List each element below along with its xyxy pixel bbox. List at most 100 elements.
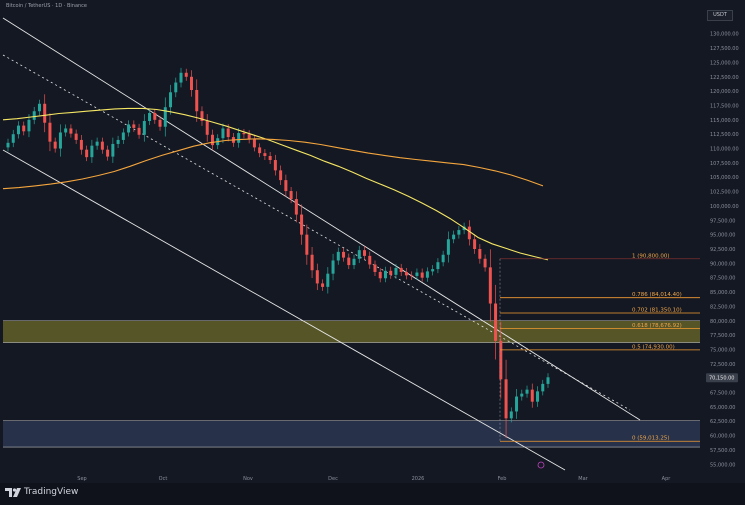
candle-body xyxy=(53,141,57,149)
channel-layer xyxy=(2,17,641,471)
price-tick-label: 57,500.00 xyxy=(710,448,735,454)
tradingview-logo-text: TradingView xyxy=(24,487,79,497)
candle-body xyxy=(116,139,120,144)
time-tick-label: Oct xyxy=(159,476,168,482)
candle-body xyxy=(399,267,403,272)
candle-body xyxy=(100,141,104,150)
time-tick-label: Apr xyxy=(662,476,672,482)
fib-level-label: 1 (90,800.00) xyxy=(632,253,670,259)
candle-body xyxy=(64,128,68,133)
time-tick-label: Mar xyxy=(578,476,588,482)
demand-zone xyxy=(3,420,700,448)
channel-upper-line xyxy=(2,17,641,421)
price-chart[interactable]: 1 (90,800.00) 0.786 (84,014.40) 0.702 (81,… xyxy=(0,0,745,483)
candle-body xyxy=(16,125,20,135)
candle-body xyxy=(347,257,351,266)
time-tick-label: Nov xyxy=(243,476,253,482)
candle-body xyxy=(37,103,41,112)
candle-body xyxy=(158,119,162,127)
candle-body xyxy=(148,112,152,121)
candle-body xyxy=(536,391,540,402)
candle-body xyxy=(478,249,482,259)
channel-anchor-marker xyxy=(537,461,545,469)
candle-body xyxy=(425,271,429,278)
candle-body xyxy=(247,134,251,140)
candle-body xyxy=(352,258,356,266)
currency-label[interactable]: USDT xyxy=(707,10,733,21)
chart-header-title: Bitcoin / TetherUS · 1D · Binance xyxy=(6,3,87,9)
candle-body xyxy=(79,139,83,150)
price-tick-label: 112,500.00 xyxy=(710,132,739,138)
candle-body xyxy=(6,142,10,148)
fib-level-label: 0 (59,013.25) xyxy=(632,436,670,442)
candle-body xyxy=(415,272,419,276)
moving-average-layer xyxy=(2,107,549,261)
tradingview-logo[interactable]: TradingView xyxy=(5,487,78,497)
candle-body xyxy=(515,396,519,412)
candle-body xyxy=(404,271,408,276)
candle-body xyxy=(342,251,346,258)
price-tick-label: 77,500.00 xyxy=(710,333,735,339)
candle-body xyxy=(321,283,325,287)
candle-body xyxy=(441,254,445,263)
candle-body xyxy=(179,72,183,83)
supply-zone xyxy=(3,320,700,343)
candle-body xyxy=(394,267,398,275)
channel-lower-line xyxy=(2,149,566,471)
price-tick-label: 90,000.00 xyxy=(710,261,735,267)
price-tick-label: 55,000.00 xyxy=(710,462,735,468)
fib-level-label: 0.5 (74,930.00) xyxy=(632,344,675,350)
candle-body xyxy=(95,141,99,146)
price-tick-label: 127,500.00 xyxy=(710,46,739,52)
zones-layer xyxy=(3,320,700,448)
time-tick-label: 2026 xyxy=(412,476,425,482)
candle-body xyxy=(504,379,508,419)
candle-body xyxy=(85,149,89,158)
price-axis[interactable]: 130,000.00 127,500.00 125,000.00 122,500.00… xyxy=(706,32,739,469)
candle-body xyxy=(525,389,529,394)
price-tick-label: 110,000.00 xyxy=(710,147,739,153)
candle-body xyxy=(174,82,178,93)
channel-mid-line xyxy=(2,54,631,411)
fibonacci-layer: 1 (90,800.00) 0.786 (84,014.40) 0.702 (81,… xyxy=(499,253,700,442)
candle-body xyxy=(541,383,545,392)
price-tick-label: 85,000.00 xyxy=(710,290,735,296)
footer-bar: TradingView xyxy=(0,483,745,505)
candle-body xyxy=(446,239,450,255)
candle-body xyxy=(373,264,377,272)
fib-level-label: 0.702 (81,350.10) xyxy=(632,308,682,314)
candle-body xyxy=(467,226,471,240)
ma-200-line xyxy=(2,138,544,190)
candle-body xyxy=(488,267,492,304)
ma-50-line xyxy=(2,107,549,261)
candle-body xyxy=(473,239,477,249)
candle-body xyxy=(169,92,173,108)
candle-body xyxy=(132,124,136,128)
price-tick-label: 120,000.00 xyxy=(710,89,739,95)
candle-body xyxy=(189,76,193,90)
candle-body xyxy=(383,270,387,279)
candle-body xyxy=(389,270,393,275)
candle-body xyxy=(263,153,267,157)
candle-body xyxy=(509,411,513,419)
time-tick-label: Sep xyxy=(77,476,86,482)
candle-body xyxy=(279,170,283,181)
candle-body xyxy=(530,389,534,402)
time-axis[interactable]: Sep Oct Nov Dec 2026 Feb Mar Apr xyxy=(77,476,671,482)
price-tick-label: 100,000.00 xyxy=(710,204,739,210)
candle-body xyxy=(499,340,503,380)
price-tick-label: 97,500.00 xyxy=(710,218,735,224)
candle-body xyxy=(305,234,309,255)
price-tick-label: 65,000.00 xyxy=(710,405,735,411)
candle-body xyxy=(410,275,414,277)
candle-body xyxy=(127,124,131,133)
candle-body xyxy=(121,132,125,140)
candle-body xyxy=(457,230,461,235)
candle-body xyxy=(289,191,293,200)
candle-body xyxy=(546,377,550,384)
candle-body xyxy=(58,132,62,149)
candle-body xyxy=(300,214,304,235)
candle-body xyxy=(69,128,73,134)
candle-body xyxy=(268,156,272,161)
